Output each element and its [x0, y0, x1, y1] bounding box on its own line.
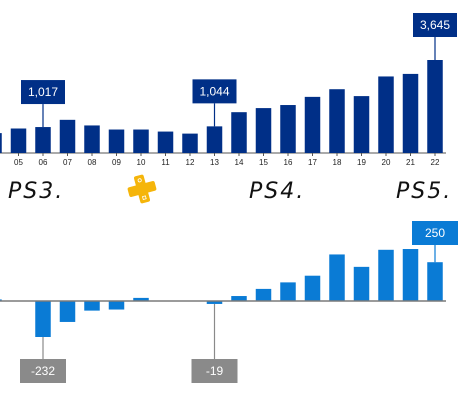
- data-label-22: 3,645: [420, 18, 450, 32]
- data-label-06: 1,017: [28, 85, 58, 99]
- bar-13: [206, 301, 223, 304]
- data-label-13: -19: [206, 364, 224, 378]
- bar-17: [304, 275, 321, 301]
- tick-label-22: 22: [431, 158, 440, 167]
- logo-ps3: PS3.: [8, 179, 64, 204]
- bar-15: [255, 108, 272, 153]
- tick-label-20: 20: [382, 158, 391, 167]
- bar-10: [133, 297, 149, 301]
- bar-18: [329, 254, 345, 301]
- data-label-22: 250: [425, 226, 445, 240]
- tick-label-21: 21: [406, 158, 415, 167]
- callout-box-06: [20, 359, 66, 383]
- ps-plus-icon: [127, 174, 157, 204]
- logo-ps4: PS4.: [249, 179, 305, 204]
- tick-label-08: 08: [88, 158, 97, 167]
- tick-label-07: 07: [63, 158, 72, 167]
- circle-symbol: [137, 178, 142, 183]
- bar-05: [10, 128, 27, 153]
- tick-label-13: 13: [210, 158, 219, 167]
- callout-box-13: [191, 359, 238, 383]
- bar-13: [206, 126, 223, 153]
- bar-06: [35, 127, 51, 153]
- bar-19: [353, 96, 370, 153]
- bar-15: [255, 288, 272, 301]
- bar-04: [0, 299, 2, 301]
- tick-label-12: 12: [186, 158, 195, 167]
- data-label-06: -232: [31, 364, 55, 378]
- tick-label-05: 05: [14, 158, 23, 167]
- plus-horizontal-bar: [127, 180, 157, 198]
- bar-14: [231, 112, 247, 153]
- tick-label-09: 09: [112, 158, 121, 167]
- bar-21: [402, 249, 419, 301]
- square-symbol: [142, 195, 147, 201]
- tick-label-15: 15: [259, 158, 268, 167]
- console-era-logos: PS3. PS4. PS5.: [8, 174, 452, 204]
- bar-16: [280, 105, 296, 153]
- bar-06: [35, 301, 51, 337]
- bar-16: [280, 282, 296, 301]
- tick-label-17: 17: [308, 158, 317, 167]
- bar-08: [84, 301, 100, 311]
- callout-box-22: [412, 221, 458, 245]
- logo-ps5: PS5.: [396, 179, 452, 204]
- callout-box-13: [192, 79, 237, 104]
- profit-bar-chart: -232 -19 250: [0, 221, 458, 383]
- bar-18: [329, 89, 345, 153]
- bar-20: [378, 249, 394, 301]
- tick-label-18: 18: [333, 158, 342, 167]
- callout-box-06: [21, 80, 65, 105]
- bar-09: [108, 129, 125, 153]
- bar-08: [84, 125, 100, 153]
- tick-label-11: 11: [161, 158, 170, 167]
- bar-22: [427, 60, 443, 153]
- bar-12: [182, 133, 198, 153]
- bar-10: [133, 129, 149, 153]
- bar-20: [378, 76, 394, 153]
- tick-label-19: 19: [357, 158, 366, 167]
- bar-14: [231, 296, 247, 301]
- bar-11: [157, 131, 174, 153]
- tick-label-06: 06: [39, 158, 48, 167]
- bar-07: [59, 301, 76, 322]
- data-label-13: 1,044: [199, 84, 229, 98]
- callout-box-22: [413, 13, 457, 37]
- tick-label-14: 14: [235, 158, 244, 167]
- bar-21: [402, 73, 419, 153]
- bar-19: [353, 266, 370, 301]
- bar-04: [0, 133, 2, 153]
- bar-17: [304, 96, 321, 153]
- bar-22: [427, 262, 443, 301]
- sales-bar-chart: 05 06 07 08 09 10 11 12 13 14 15 16 17 18 19 20 21 22 1,01…: [0, 13, 457, 167]
- bar-07: [59, 119, 76, 153]
- bar-09: [108, 301, 125, 310]
- tick-label-16: 16: [284, 158, 293, 167]
- tick-label-10: 10: [137, 158, 146, 167]
